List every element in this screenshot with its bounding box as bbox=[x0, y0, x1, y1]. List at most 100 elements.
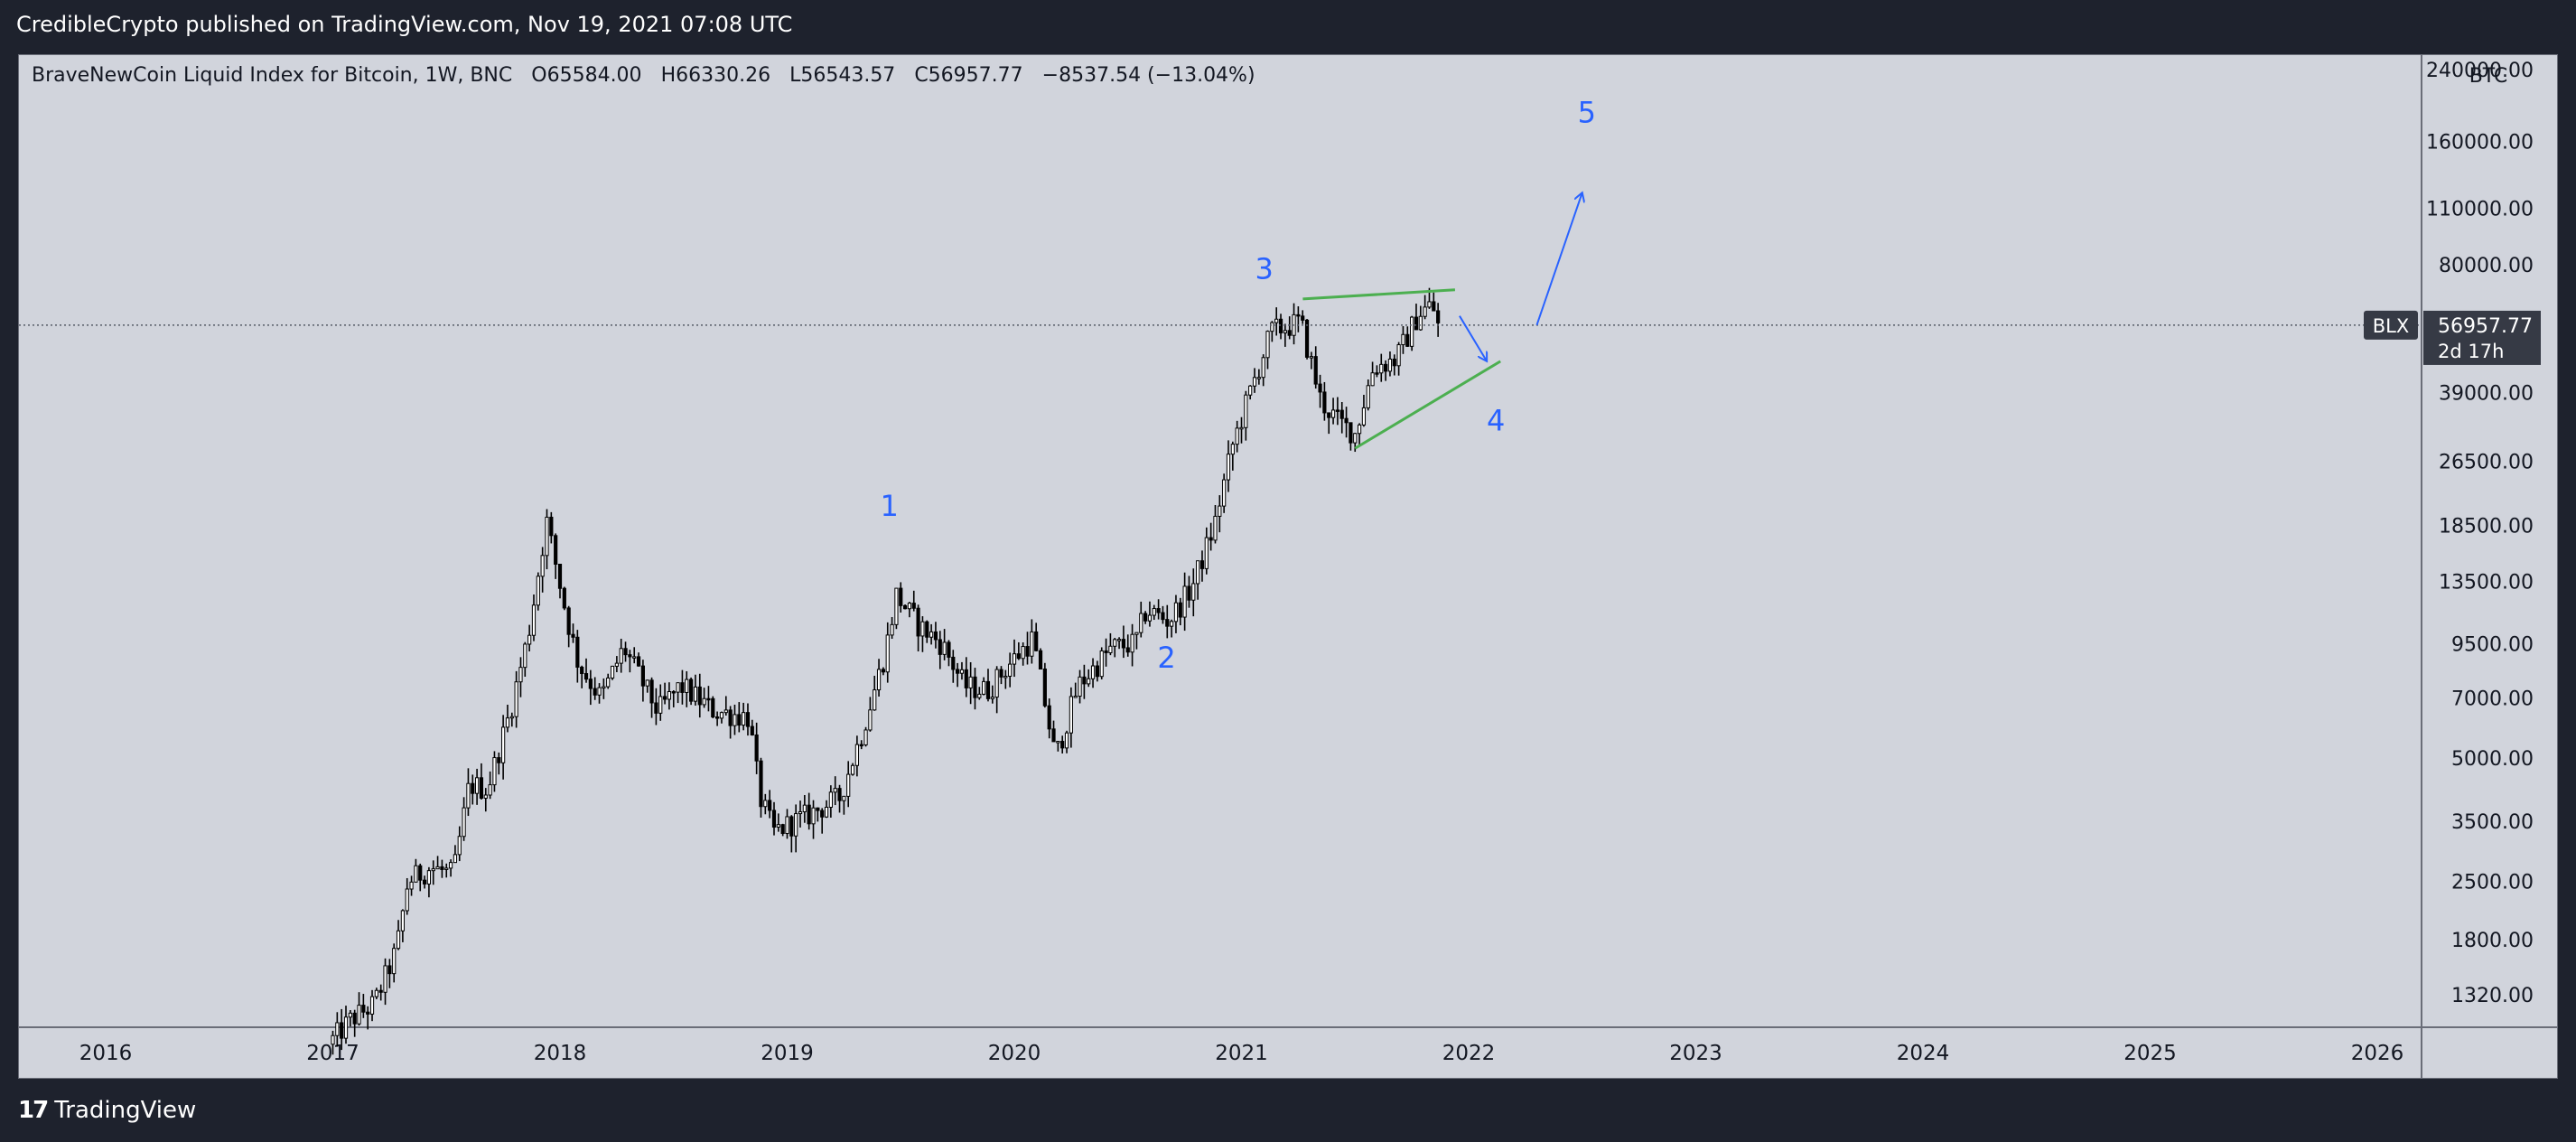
candle-body bbox=[518, 667, 523, 683]
y-tick-label: 240000.00 bbox=[2426, 60, 2534, 82]
tradingview-brand-text: TradingView bbox=[54, 1097, 197, 1124]
candle-body bbox=[614, 662, 619, 667]
candle-body bbox=[802, 804, 807, 812]
candle-body bbox=[706, 697, 711, 701]
candle-body bbox=[985, 680, 991, 699]
candle-body bbox=[610, 665, 615, 679]
candle-body bbox=[392, 948, 397, 975]
candle-body bbox=[723, 709, 728, 714]
candle-body bbox=[1248, 385, 1253, 396]
candle-body bbox=[1418, 315, 1423, 331]
candle-body bbox=[488, 784, 492, 796]
candle-body bbox=[824, 806, 829, 818]
tradingview-logo[interactable]: 17 TradingView bbox=[18, 1097, 196, 1124]
candle-body bbox=[671, 691, 676, 694]
candle-body bbox=[1116, 639, 1122, 641]
candle-body bbox=[492, 757, 497, 786]
candle-body bbox=[881, 669, 886, 673]
candle-body bbox=[876, 669, 882, 691]
x-tick-label: 2023 bbox=[1669, 1042, 1722, 1065]
candle-body bbox=[1423, 306, 1427, 317]
publisher-line: CredibleCrypto published on TradingView.… bbox=[16, 12, 793, 37]
candle-body bbox=[405, 888, 409, 912]
chart-panel[interactable]: 240000.00 160000.00 110000.00 80000.00 39000… bbox=[18, 54, 2558, 1079]
candle-body bbox=[754, 734, 759, 762]
y-tick-label: 18500.00 bbox=[2439, 515, 2534, 538]
candle-body bbox=[728, 709, 733, 726]
candle-body bbox=[654, 702, 658, 714]
candle-body bbox=[426, 870, 432, 885]
candle-body bbox=[549, 516, 554, 537]
candle-body bbox=[636, 656, 641, 667]
candle-body bbox=[1134, 632, 1139, 635]
candle-body bbox=[649, 679, 654, 704]
candle-body bbox=[1156, 608, 1161, 613]
candle-body bbox=[693, 686, 698, 702]
candle-body bbox=[1309, 356, 1313, 359]
candle-body bbox=[763, 800, 768, 808]
candle-body bbox=[1073, 696, 1078, 698]
candle-body bbox=[562, 587, 566, 609]
y-tick-label: 1800.00 bbox=[2451, 930, 2534, 952]
candle-body bbox=[1173, 602, 1179, 622]
candle-body bbox=[1204, 537, 1209, 569]
candle-body bbox=[846, 773, 851, 797]
candle-body bbox=[1256, 377, 1261, 379]
candle-body bbox=[1436, 310, 1441, 323]
x-tick-label: 2022 bbox=[1442, 1042, 1496, 1065]
candle-body bbox=[990, 697, 994, 699]
candle-body bbox=[444, 867, 449, 870]
candle-body bbox=[742, 712, 746, 726]
candle-body bbox=[780, 824, 785, 835]
candle-body bbox=[1113, 639, 1117, 647]
x-tick-label: 2019 bbox=[761, 1042, 814, 1065]
candle-body bbox=[1322, 391, 1327, 414]
candle-body bbox=[1047, 705, 1051, 730]
candle-body bbox=[771, 810, 777, 828]
candle-body bbox=[1038, 650, 1043, 669]
chart-canvas[interactable]: 240000.00 160000.00 110000.00 80000.00 39000… bbox=[19, 55, 2557, 1078]
candle-body bbox=[1104, 650, 1108, 653]
candle-body bbox=[837, 788, 842, 801]
candle-body bbox=[366, 1011, 370, 1015]
candle-body bbox=[628, 654, 632, 658]
candle-body bbox=[505, 717, 510, 728]
candle-body bbox=[1082, 676, 1087, 685]
candle-body bbox=[676, 682, 680, 693]
candle-body bbox=[1213, 515, 1218, 541]
candle-body bbox=[440, 866, 444, 870]
candle-body bbox=[540, 555, 545, 577]
candle-body bbox=[1143, 613, 1148, 622]
candle-body bbox=[942, 641, 947, 655]
candle-body bbox=[396, 930, 401, 950]
bar-countdown: 2d 17h bbox=[2438, 341, 2504, 362]
candle-body bbox=[497, 757, 501, 763]
candle-body bbox=[933, 631, 938, 641]
candle-body bbox=[1034, 631, 1039, 651]
candle-body bbox=[1191, 583, 1196, 601]
y-tick-label: 13500.00 bbox=[2439, 571, 2534, 594]
candle-body bbox=[1370, 372, 1375, 387]
candle-body bbox=[352, 1012, 357, 1025]
candle-body bbox=[785, 816, 789, 835]
candle-body bbox=[794, 813, 798, 837]
candle-body bbox=[938, 639, 942, 655]
candle-body bbox=[859, 744, 863, 747]
y-tick-label: 3500.00 bbox=[2451, 811, 2534, 834]
candle-body bbox=[588, 679, 593, 689]
candle-body bbox=[1410, 316, 1414, 347]
candle-body bbox=[899, 587, 903, 606]
last-price-tag bbox=[2423, 310, 2541, 365]
candle-body bbox=[414, 865, 418, 883]
wave-label-5: 5 bbox=[1578, 96, 1596, 130]
candle-body bbox=[968, 676, 973, 688]
candle-body bbox=[1021, 646, 1025, 660]
candle-body bbox=[658, 696, 663, 714]
candle-body bbox=[536, 576, 540, 606]
y-tick-label: 2500.00 bbox=[2451, 871, 2534, 894]
candle-body bbox=[1327, 412, 1331, 418]
candle-body bbox=[531, 604, 537, 636]
trendline bbox=[1354, 360, 1501, 450]
candle-body bbox=[1051, 728, 1056, 743]
candle-body bbox=[1414, 316, 1419, 331]
